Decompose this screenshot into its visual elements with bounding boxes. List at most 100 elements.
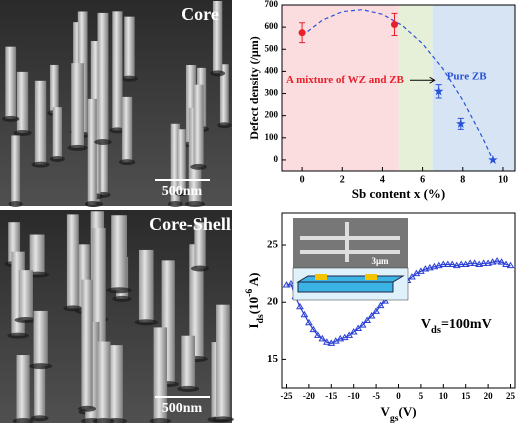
inset-scale: 3μm xyxy=(371,256,389,266)
chart: -25 -20 -15 -10 -5 0 5 10 15 20 25152025Vgs(V)Ids(… xyxy=(244,212,516,423)
pit xyxy=(177,385,200,392)
scale-label: 500nm xyxy=(162,401,203,416)
point xyxy=(298,29,306,37)
pit xyxy=(85,201,100,207)
point xyxy=(475,260,484,267)
point xyxy=(345,331,354,338)
point xyxy=(452,261,461,269)
nanowire xyxy=(33,310,48,367)
nanowire xyxy=(111,215,128,291)
x-tick-label: 2 xyxy=(340,174,345,185)
point xyxy=(497,258,506,265)
point xyxy=(296,302,304,310)
point xyxy=(439,260,448,267)
x-tick-label: -10 xyxy=(348,391,360,401)
nanowire xyxy=(185,64,197,145)
pit xyxy=(63,305,83,312)
point xyxy=(484,259,492,266)
plot-frame xyxy=(281,212,516,389)
axis-label: Vds=100mV xyxy=(421,317,492,336)
nanowire xyxy=(153,327,168,423)
pit xyxy=(106,287,132,294)
axis-label: Vgs(V) xyxy=(380,404,416,423)
point xyxy=(305,318,313,326)
label-part: (V) xyxy=(399,404,417,419)
nanowire xyxy=(81,279,93,409)
point xyxy=(390,20,398,28)
nanowire xyxy=(66,214,79,309)
image-label: Core xyxy=(181,4,219,24)
y-tick-label: 15 xyxy=(267,353,279,365)
point xyxy=(367,311,376,319)
point xyxy=(372,307,380,314)
point xyxy=(430,262,439,270)
point xyxy=(488,154,498,164)
sem-image: Core-Shell 500nm xyxy=(0,210,234,423)
scale-label: 500nm xyxy=(162,184,203,199)
inset-contacts xyxy=(315,274,377,280)
pit xyxy=(112,295,132,302)
nanowire xyxy=(108,345,123,423)
x-tick-label: -20 xyxy=(303,391,315,401)
nanowire xyxy=(49,64,59,114)
point xyxy=(287,279,295,287)
nanowire xyxy=(5,46,17,119)
label-part: V xyxy=(380,404,390,419)
label-part: ds xyxy=(431,325,441,336)
point xyxy=(461,260,470,267)
pit xyxy=(134,319,158,326)
point xyxy=(309,325,318,333)
nanowire xyxy=(92,227,106,349)
pit xyxy=(174,190,189,197)
x-tick-label: 10 xyxy=(498,174,508,185)
nanowire xyxy=(181,335,196,389)
nanowire xyxy=(216,304,230,420)
point xyxy=(456,118,466,128)
nanowire xyxy=(97,341,111,423)
label-part: (10 xyxy=(246,297,261,314)
nanowire xyxy=(16,355,30,423)
x-tick-label: -15 xyxy=(325,391,337,401)
pit xyxy=(109,127,126,134)
x-tick-label: 0 xyxy=(396,391,401,401)
pit xyxy=(8,201,23,207)
x-tick-label: 15 xyxy=(461,391,471,401)
point xyxy=(408,273,416,280)
point xyxy=(493,257,501,264)
point xyxy=(322,338,331,345)
nanowire xyxy=(193,84,204,167)
point xyxy=(466,259,475,266)
pit xyxy=(67,144,88,151)
y-tick-label: 300 xyxy=(265,88,279,98)
pit xyxy=(217,122,232,129)
nanowire xyxy=(99,137,108,195)
y-tick-label: 20 xyxy=(267,296,279,308)
nanowire xyxy=(194,222,206,269)
x-tick-label: 4 xyxy=(380,174,385,185)
pit xyxy=(14,316,38,323)
nanowire xyxy=(29,234,45,275)
point xyxy=(433,86,444,96)
inset-layers xyxy=(296,275,405,293)
y-tick-label: 0 xyxy=(274,154,279,164)
nanowire xyxy=(124,16,135,79)
axis-label: Ids(10-6 A) xyxy=(244,273,266,329)
x-tick-label: 20 xyxy=(484,391,494,401)
nanowire xyxy=(8,222,21,265)
pit xyxy=(13,130,32,137)
point xyxy=(470,259,479,266)
annotation: Pure ZB xyxy=(447,70,487,82)
pit xyxy=(30,415,49,422)
nanowire xyxy=(90,41,102,152)
nanowire xyxy=(112,11,123,131)
nanowire xyxy=(18,270,33,320)
sem-image: Core 500nm xyxy=(0,0,232,207)
label-part: V xyxy=(421,317,431,332)
plot-frame xyxy=(281,4,516,172)
pit xyxy=(92,418,115,423)
nanowire xyxy=(219,64,229,126)
point xyxy=(443,260,452,267)
nanowire xyxy=(52,107,63,160)
